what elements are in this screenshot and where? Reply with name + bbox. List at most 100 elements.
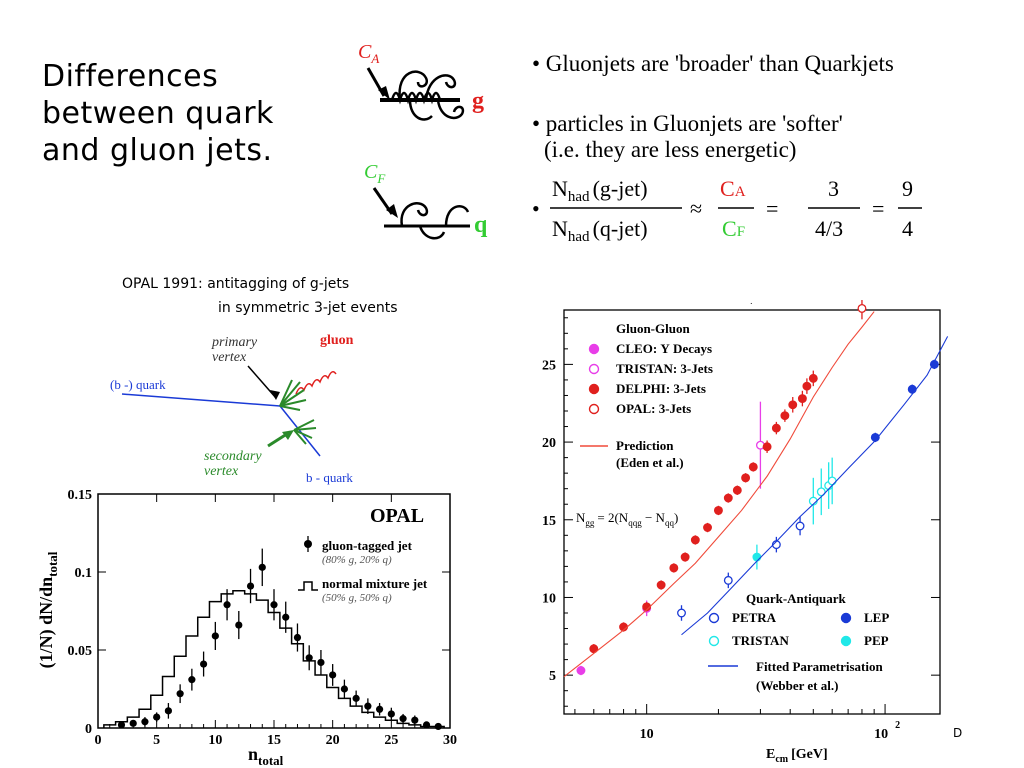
gluon-label: gluon <box>320 333 354 348</box>
data-point <box>808 373 818 383</box>
legend-marker <box>588 403 600 415</box>
gluon-point <box>129 719 137 727</box>
opal-event-diagram: OPAL 1991: antitagging of g-jets in symm… <box>110 276 398 485</box>
fit-line <box>563 311 875 678</box>
gluon-point <box>282 613 290 621</box>
gluon-point <box>305 654 313 662</box>
formula-four: 4 <box>902 216 913 241</box>
gluon-point <box>340 685 348 693</box>
data-point <box>589 644 599 654</box>
gluon-point <box>293 633 302 642</box>
jet-tracks-primary <box>279 379 307 411</box>
data-point <box>795 521 805 531</box>
gluon-point <box>352 694 360 702</box>
opal-series <box>103 548 445 731</box>
mult-legend-bottom: PETRA LEP TRISTAN PEP Fitted Parametrisation… <box>708 610 889 693</box>
y-tick-label: 0.1 <box>75 566 93 581</box>
secondary-vertex-arrowhead <box>282 430 294 440</box>
secondary-vertex-label: secondary vertex <box>204 449 262 479</box>
data-point <box>703 523 712 532</box>
ca-label: CA <box>358 41 379 66</box>
legend-marker <box>588 363 600 375</box>
histogram-normal-mixture <box>103 589 445 728</box>
x-tick-label: 25 <box>384 733 398 748</box>
formula-cf: CF <box>722 216 745 241</box>
x-tick-label: 15 <box>267 733 281 748</box>
x-tick-label: 5 <box>153 733 160 748</box>
gluon-point <box>235 621 243 629</box>
g-label: g <box>472 88 484 114</box>
multiplicity-ratio-formula: • Nhad (g-jet) Nhad (q-jet) ≈ CA CF = 3 4/… <box>532 176 922 245</box>
x-tick-label: 10 <box>208 733 222 748</box>
bullet-softer-note: (i.e. they are less energetic) <box>544 137 797 162</box>
data-point <box>677 608 686 618</box>
legend-gluon-tagged: gluon-tagged jet <box>322 538 413 553</box>
data-point <box>780 411 790 421</box>
q-label: q <box>474 212 488 238</box>
gluon-point <box>317 658 325 667</box>
gluon-point <box>153 713 161 721</box>
x-tick-label: 30 <box>443 733 457 748</box>
ngg-equation: Ngg = 2(Nqqg − Nqq) <box>576 510 678 528</box>
data-point <box>723 493 733 503</box>
b-quark-right-track <box>279 405 321 457</box>
bullet-broader: • Gluonjets are 'broader' than Quarkjets <box>532 51 894 76</box>
data-point <box>656 580 666 590</box>
gluon-point <box>117 721 126 729</box>
data-point <box>762 442 772 452</box>
formula-eq-2: = <box>872 196 884 221</box>
mult-axis-ticks: 5 10 15 20 25 10 10 2 <box>542 317 940 742</box>
gluon-point <box>329 671 337 679</box>
y-tick-label: 25 <box>542 358 556 373</box>
gluon-point <box>376 705 384 713</box>
b-quark-left-track <box>121 393 281 407</box>
gluon-point <box>246 582 255 590</box>
y-tick-label: 0 <box>85 722 92 737</box>
data-point <box>857 303 867 313</box>
legend-fit-label: Fitted Parametrisation <box>756 659 883 674</box>
x-tick-label-100-exp: 2 <box>895 720 900 731</box>
gluon-point <box>176 690 184 698</box>
legend-label: LEP <box>864 610 889 625</box>
legend-fit-ref: (Webber et al.) <box>756 678 838 693</box>
x-tick-label: 20 <box>326 733 340 748</box>
x-tick-label-10: 10 <box>640 727 654 742</box>
y-tick-label: 20 <box>542 436 556 451</box>
formula-ca: CA <box>720 176 746 201</box>
formula-three: 3 <box>828 176 839 201</box>
data-point <box>788 400 798 410</box>
data-point <box>713 505 723 515</box>
data-point <box>576 666 586 675</box>
gluon-point <box>223 601 231 609</box>
gluon-point <box>200 660 208 668</box>
data-point <box>732 485 742 495</box>
gluon-point <box>422 721 431 729</box>
mult-series <box>563 300 949 678</box>
y-tick-label: 5 <box>549 669 556 684</box>
legend-title-quark: Quark-Antiquark <box>746 591 846 606</box>
data-point <box>802 381 812 391</box>
legend-marker <box>840 612 852 624</box>
data-point <box>907 384 917 394</box>
legend-label: TRISTAN: 3-Jets <box>616 361 713 376</box>
mult-top-dot: . <box>750 300 753 306</box>
gluon-point <box>399 715 407 723</box>
legend-marker <box>588 383 600 395</box>
y-tick-label: 15 <box>542 514 556 529</box>
quark-curl-2 <box>418 225 446 240</box>
opal-xlabel: ntotal <box>248 744 284 768</box>
mult-legend-top: CLEO: Υ Decays TRISTAN: 3-Jets DELPHI: 3-J… <box>580 341 713 470</box>
legend-prediction-label: Prediction <box>616 438 674 453</box>
gluon-point <box>211 632 219 640</box>
opal-caption-2: in symmetric 3-jet events <box>218 300 398 316</box>
opal-ylabel: (1/N) dN/dntotal <box>36 551 60 668</box>
legend-marker <box>588 343 600 355</box>
formula-eq-1: = <box>766 196 778 221</box>
legend-label: PETRA <box>732 610 777 625</box>
gluon-curl-3 <box>408 99 465 121</box>
gluon-point <box>434 722 442 731</box>
b-quark-right-label: b - quark <box>306 470 353 485</box>
gluon-line <box>295 371 337 395</box>
arrow-ca-head <box>378 86 390 100</box>
opal-multiplicity-chart: OPAL (1/N) dN/dntotal ntotal 0 5 10 15 20 25 3… <box>36 488 457 768</box>
